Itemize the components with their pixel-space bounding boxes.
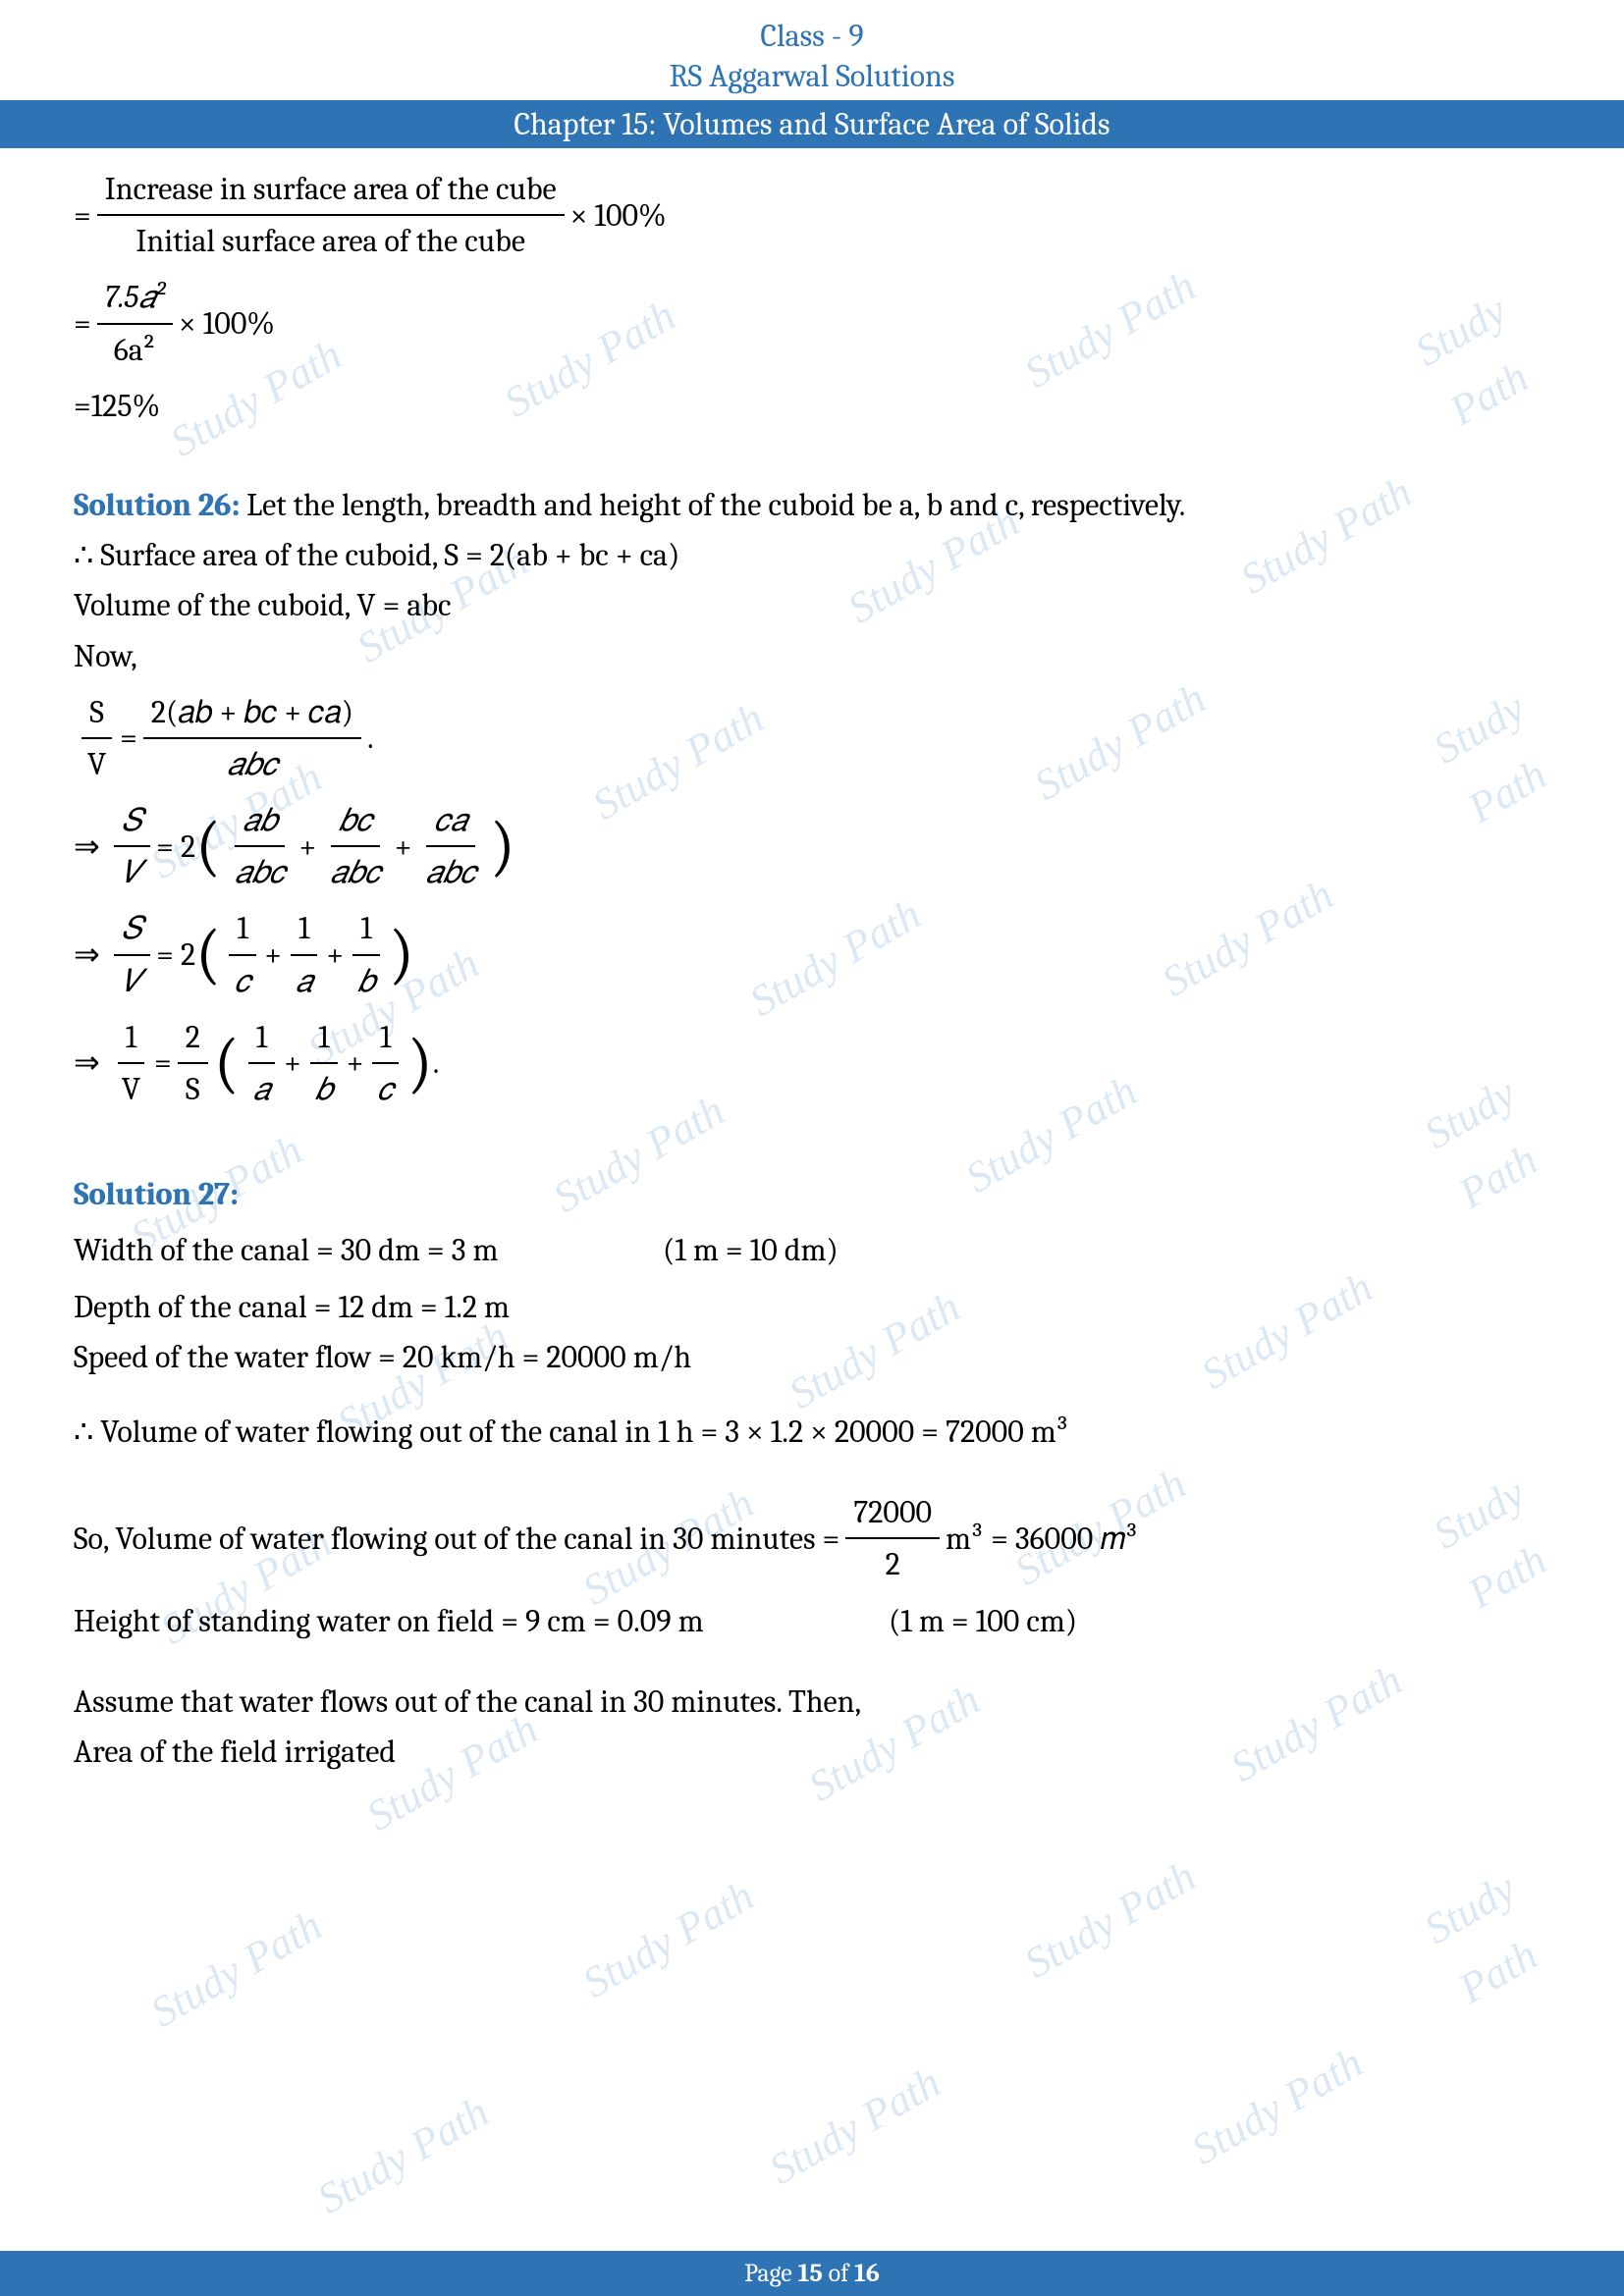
watermark: Study Path xyxy=(1411,1847,1577,2023)
sol25-frac2-num: 7.5𝑎² xyxy=(97,272,173,324)
sol25-times100: × 100% xyxy=(570,190,667,240)
page-footer: Page 15 of 16 xyxy=(0,2251,1624,2296)
sol27-line5: So, Volume of water flowing out of the c… xyxy=(74,1487,1550,1589)
book-title: RS Aggarwal Solutions xyxy=(0,58,1624,94)
sol27-line8: Area of the field irrigated xyxy=(74,1727,1550,1777)
sol25-eq1: = Increase in surface area of the cube I… xyxy=(74,164,1550,266)
watermark: Study Path xyxy=(137,1893,335,2047)
sol25-times100b: × 100% xyxy=(179,298,275,348)
sol27-line3: Speed of the water flow = 20 km/h = 2000… xyxy=(74,1332,1550,1382)
sol25-result: =125% xyxy=(74,381,1550,431)
sol27-line1: Width of the canal = 30 dm = 3 m (1 m = … xyxy=(74,1225,1550,1275)
sol26-line3: Volume of the cuboid, V = abc xyxy=(74,580,1550,630)
sol26-line2: ∴ Surface area of the cuboid, S = 2(ab +… xyxy=(74,530,1550,580)
watermark: Study Path xyxy=(756,2050,953,2204)
page: Class - 9 RS Aggarwal Solutions Chapter … xyxy=(0,0,1624,2296)
sol27-line6: Height of standing water on field = 9 cm… xyxy=(74,1596,1550,1646)
sol26-eq4: ⇒ 1 V = 2 S ( 1𝑎 + 1𝑏 + 1𝑐 ) . xyxy=(74,1012,1550,1114)
sol26-label: Solution 26: xyxy=(74,487,246,523)
sol26-eq3: ⇒ 𝑆 𝑉 = 2 ( 1𝑐 + 1𝑎 + 1𝑏 ) xyxy=(74,903,1550,1005)
page-content: Study PathStudy PathStudy PathStudy Path… xyxy=(0,148,1624,1777)
class-line: Class - 9 xyxy=(0,18,1624,54)
sol26-line4: Now, xyxy=(74,631,1550,681)
sol27-line2: Depth of the canal = 12 dm = 1.2 m xyxy=(74,1282,1550,1332)
sol27-line7: Assume that water flows out of the canal… xyxy=(74,1677,1550,1727)
sol26-eq2: ⇒ 𝑆 𝑉 = 2 ( 𝑎𝑏𝑎𝑏𝑐 + 𝑏𝑐𝑎𝑏𝑐 + 𝑐𝑎𝑎𝑏𝑐 ) xyxy=(74,795,1550,897)
watermark: Study Path xyxy=(304,2079,502,2233)
sol26-line1: Solution 26: Let the length, breadth and… xyxy=(74,480,1550,530)
chapter-title: Chapter 15: Volumes and Surface Area of … xyxy=(0,100,1624,148)
page-header: Class - 9 RS Aggarwal Solutions Chapter … xyxy=(0,0,1624,148)
sol26-eq1: S V = 2(𝑎𝑏 + 𝑏𝑐 + 𝑐𝑎) 𝑎𝑏𝑐 . xyxy=(74,687,1550,789)
watermark: Study Path xyxy=(569,1863,767,2017)
sol25-frac2-den: 6a² xyxy=(106,325,164,375)
sol25-eq2: = 7.5𝑎² 6a² × 100% xyxy=(74,272,1550,374)
sol27-label: Solution 27: xyxy=(74,1169,1550,1219)
sol25-frac1-den: Initial surface area of the cube xyxy=(128,216,533,266)
sol26-intro: Let the length, breadth and height of th… xyxy=(246,487,1185,523)
sol25-frac1-num: Increase in surface area of the cube xyxy=(97,164,565,216)
sol27-line4: ∴ Volume of water flowing out of the can… xyxy=(74,1407,1550,1457)
watermark: Study Path xyxy=(1178,2030,1376,2184)
watermark: Study Path xyxy=(1011,1843,1209,1998)
